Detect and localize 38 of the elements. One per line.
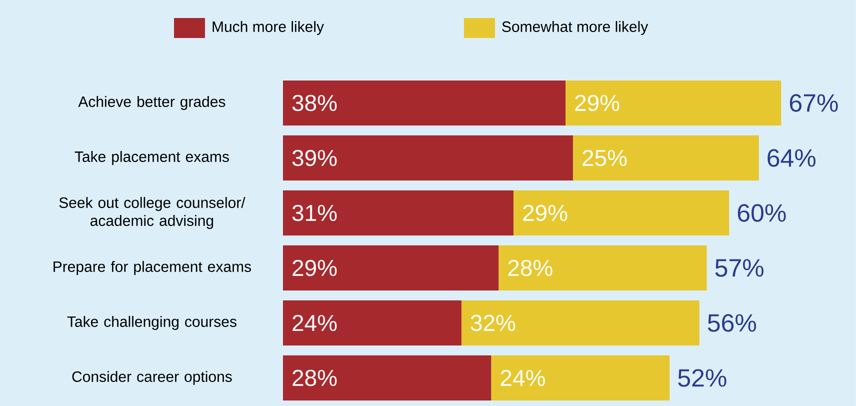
bar bbox=[282, 80, 566, 126]
total-label: 57% bbox=[715, 259, 764, 277]
data-label: 28% bbox=[508, 260, 552, 276]
bar bbox=[282, 190, 514, 236]
bar bbox=[491, 355, 670, 401]
total-label: 56% bbox=[708, 314, 756, 332]
total-label: 64% bbox=[768, 149, 816, 167]
bar bbox=[282, 300, 462, 346]
legend-label: Much more likely bbox=[212, 21, 324, 36]
legend-label: Somewhat more likely bbox=[502, 21, 648, 36]
bar bbox=[566, 80, 782, 126]
bar bbox=[498, 245, 707, 291]
total-label: 52% bbox=[678, 369, 726, 387]
data-label: 25% bbox=[582, 150, 627, 166]
y-tick-label: Take placement exams bbox=[74, 151, 229, 165]
y-tick-label: Prepare for placement exams bbox=[54, 261, 251, 275]
data-label: 31% bbox=[292, 204, 337, 222]
y-tick-label: Achieve better grades bbox=[78, 96, 226, 110]
total-label: 60% bbox=[738, 204, 786, 222]
data-label: 32% bbox=[470, 314, 516, 332]
data-label: 29% bbox=[523, 204, 568, 222]
bar bbox=[282, 245, 499, 291]
data-label: 24% bbox=[500, 370, 545, 386]
bar bbox=[513, 190, 730, 236]
data-label: 39% bbox=[292, 150, 337, 166]
data-label: 29% bbox=[575, 94, 620, 112]
y-tick-label: Take challenging courses bbox=[67, 316, 236, 330]
bar bbox=[282, 135, 573, 181]
bar bbox=[282, 355, 492, 401]
data-label: 24% bbox=[292, 314, 337, 332]
data-label: 38% bbox=[292, 94, 337, 112]
y-tick-label: Consider career options bbox=[72, 370, 232, 385]
bar bbox=[461, 300, 700, 346]
bar bbox=[572, 135, 759, 181]
data-label: 28% bbox=[292, 370, 337, 386]
total-label: 67% bbox=[790, 94, 838, 112]
data-label: 29% bbox=[292, 260, 337, 276]
y-tick-label: Seek out college counselor/ academic advising bbox=[59, 197, 246, 229]
